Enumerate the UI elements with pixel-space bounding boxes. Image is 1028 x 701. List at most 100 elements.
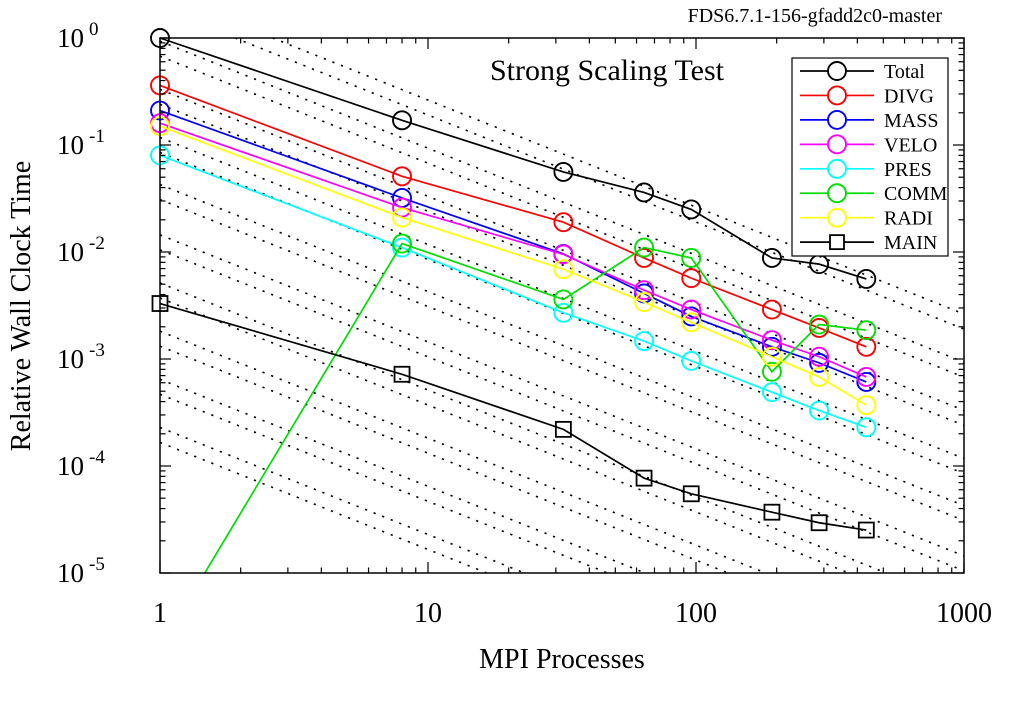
ideal-scaling-line <box>160 136 964 460</box>
version-label: FDS6.7.1-156-gfadd2c0-master <box>688 5 943 27</box>
legend-label-mass: MASS <box>884 110 938 132</box>
marker-pres <box>809 400 830 421</box>
legend-marker-divg <box>827 85 847 106</box>
series-total <box>150 28 877 289</box>
marker-velo <box>809 346 830 367</box>
marker-main <box>635 469 653 487</box>
legend-entry-total: Total <box>800 61 925 83</box>
ideal-scaling-line <box>160 378 646 573</box>
marker-mass <box>681 306 702 327</box>
series-line-pres <box>159 154 867 429</box>
marker-comm <box>634 237 655 258</box>
x-axis-label: MPI Processes <box>479 644 645 675</box>
marker-velo <box>553 244 574 265</box>
ideal-scaling-line <box>160 426 525 573</box>
marker-total <box>856 268 877 289</box>
marker-total <box>392 110 412 131</box>
ideal-scaling-line <box>234 38 964 330</box>
marker-main <box>682 485 700 503</box>
legend-label-main: MAIN <box>884 232 937 254</box>
marker-pres <box>761 382 782 403</box>
marker-velo <box>634 280 655 301</box>
ideal-scaling-line <box>160 330 766 573</box>
marker-comm <box>553 289 574 310</box>
marker-total <box>681 199 702 220</box>
ideal-scaling-line <box>160 183 964 507</box>
marker-divg <box>761 299 782 320</box>
series-radi <box>150 116 877 416</box>
marker-comm <box>761 361 782 382</box>
marker-velo <box>392 197 412 218</box>
series-line-mass <box>159 109 867 383</box>
marker-mass <box>761 336 782 357</box>
marker-radi <box>809 366 830 387</box>
marker-radi <box>553 259 574 280</box>
marker-total <box>634 182 655 203</box>
marker-comm <box>392 233 412 254</box>
x-tick-label: 10 <box>414 598 442 629</box>
marker-radi <box>634 292 655 313</box>
marker-mass <box>856 372 877 392</box>
marker-divg <box>681 268 702 289</box>
marker-velo <box>856 366 877 387</box>
marker-radi <box>856 395 877 416</box>
marker-velo <box>761 330 782 351</box>
legend-label-total: Total <box>884 61 925 83</box>
ideal-scaling-line <box>160 103 964 427</box>
series-main <box>151 295 875 539</box>
ideal-scaling-line <box>160 297 850 573</box>
y-axis-label: Relative Wall Clock Time <box>6 161 37 451</box>
marker-pres <box>634 331 655 352</box>
legend-entry-radi: RADI <box>800 208 933 230</box>
legend-label-comm: COMM <box>884 183 948 205</box>
series-comm <box>203 233 877 573</box>
marker-radi <box>392 207 412 228</box>
legend-marker-velo <box>827 134 847 155</box>
legend-label-divg: DIVG <box>884 85 934 107</box>
marker-radi <box>761 346 782 367</box>
series-velo <box>150 113 877 387</box>
legend-entry-velo: VELO <box>800 134 937 156</box>
legend-label-radi: RADI <box>884 208 933 230</box>
ideal-scaling-line <box>160 282 887 573</box>
series-pres <box>150 145 877 438</box>
legend-box <box>791 57 949 257</box>
x-tick-label: 1000 <box>936 598 992 629</box>
y-tick-label: 10 -1 <box>57 126 105 160</box>
y-tick-label: 10 -3 <box>57 340 105 374</box>
legend-entry-mass: MASS <box>800 110 938 132</box>
ideal-scaling-line <box>160 345 729 573</box>
legend-entry-comm: COMM <box>800 183 948 205</box>
legend-entry-main: MAIN <box>800 232 937 254</box>
series-line-total <box>159 37 867 280</box>
marker-comm <box>681 247 702 268</box>
y-tick-label: 10 -5 <box>57 554 105 588</box>
ideal-scaling-line <box>160 88 964 412</box>
ideal-scaling-line <box>160 40 964 363</box>
legend-marker-main <box>829 234 845 251</box>
marker-main <box>857 521 875 539</box>
legend-label-velo: VELO <box>884 134 937 156</box>
legend-marker-total <box>827 61 847 81</box>
ideal-scaling-line <box>160 55 964 378</box>
series-divg <box>150 75 877 357</box>
marker-velo <box>681 299 702 320</box>
y-tick-label: 10 -4 <box>57 447 105 481</box>
legend-entry-pres: PRES <box>800 159 932 181</box>
ideal-scaling-line <box>160 234 964 557</box>
marker-mass <box>809 352 830 373</box>
series-line-main <box>159 302 867 531</box>
plot-border <box>159 37 965 574</box>
marker-total <box>553 161 574 182</box>
legend-entry-divg: DIVG <box>800 85 934 107</box>
chart-title: Strong Scaling Test <box>490 54 725 87</box>
marker-comm <box>856 320 877 341</box>
series-line-divg <box>159 84 867 348</box>
marker-main <box>554 420 572 438</box>
series-line-radi <box>159 125 867 406</box>
data-series <box>150 28 877 573</box>
